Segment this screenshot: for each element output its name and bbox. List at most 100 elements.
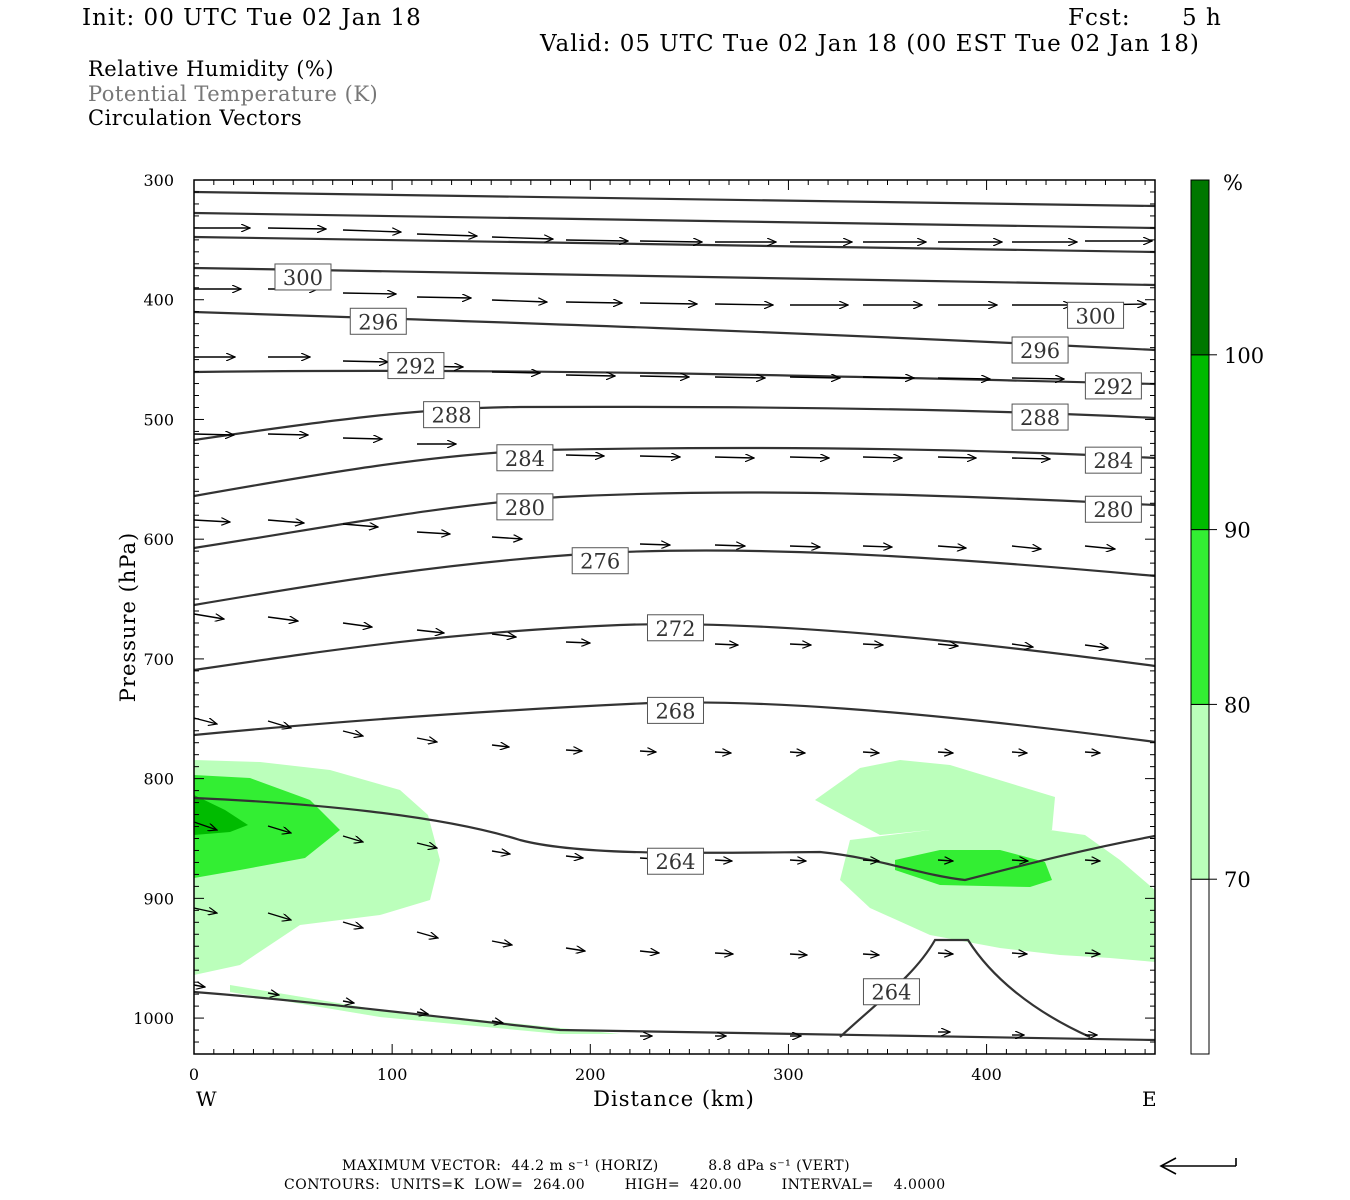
circulation-vector [1011, 458, 1050, 459]
circulation-vector [267, 617, 298, 621]
theta-label: 268 [646, 696, 704, 724]
theta-line [194, 796, 1155, 882]
y-tick-labels: 300 400 500 600 700 800 900 1000 [133, 171, 174, 1028]
theta-label: 264 [862, 978, 920, 1006]
rh-80-region-east [895, 850, 1052, 887]
circulation-vector [565, 240, 628, 241]
forecast-hour-value: 5 h [1182, 5, 1222, 31]
theta-line [194, 990, 1155, 1042]
colorbar-label: 100 [1224, 344, 1264, 368]
colorbar-swatch [1190, 354, 1210, 531]
circulation-vector [193, 613, 224, 619]
colorbar-swatch [1190, 878, 1210, 1055]
circulation-vector [416, 532, 450, 534]
init-time: Init: 00 UTC Tue 02 Jan 18 [82, 5, 422, 31]
circulation-vector [639, 751, 656, 752]
svg-text:272: 272 [655, 617, 695, 641]
circulation-vector [639, 241, 702, 242]
theta-line [194, 235, 1155, 254]
y-axis-title: Pressure (hPa) [116, 532, 140, 702]
theta-label: 288 [1011, 403, 1069, 431]
circulation-vector [1084, 752, 1100, 753]
rh-70-region-east [840, 830, 1155, 962]
svg-text:292: 292 [396, 355, 436, 379]
x-end-label-east: E [1142, 1087, 1157, 1111]
svg-text:276: 276 [580, 550, 620, 574]
circulation-vector [862, 644, 883, 645]
svg-text:300: 300 [283, 266, 323, 290]
circulation-vector [937, 953, 953, 954]
circulation-vector [342, 623, 372, 627]
y-tick-label: 700 [143, 650, 174, 669]
circulation-vector [937, 378, 990, 379]
circulation-vector [565, 375, 615, 376]
circulation-vector [937, 457, 976, 458]
circulation-vector [416, 1012, 428, 1014]
circulation-vector [342, 731, 363, 736]
theta-line [194, 623, 1155, 672]
rh-colorbar: 70 80 90 100 [1190, 179, 1264, 1055]
theta-label: 300 [274, 263, 332, 291]
circulation-vector [639, 951, 659, 953]
circulation-vector [267, 993, 279, 995]
svg-text:288: 288 [432, 404, 472, 428]
theta-label: 284 [1084, 446, 1142, 474]
theta-label: 280 [1084, 495, 1142, 523]
circulation-vector [862, 457, 902, 458]
circulation-vector [862, 546, 892, 547]
circulation-vector [342, 1001, 354, 1003]
circulation-vector [1084, 645, 1108, 648]
circulation-vector [789, 457, 829, 458]
svg-text:296: 296 [1020, 339, 1060, 363]
svg-text:292: 292 [1093, 375, 1133, 399]
circulation-vector [416, 630, 444, 633]
circulation-vector [789, 644, 811, 645]
circulation-vector [714, 953, 733, 954]
circulation-vector [342, 361, 388, 362]
x-axis-title: Distance (km) [593, 1087, 755, 1111]
theta-line [194, 491, 1155, 550]
svg-text:284: 284 [505, 447, 545, 471]
colorbar-swatch [1190, 529, 1210, 705]
circulation-vector [1011, 860, 1028, 861]
forecast-hour-label: Fcst: [1068, 5, 1131, 31]
theta-label: 292 [387, 352, 445, 380]
circulation-vector [416, 843, 437, 848]
svg-text:296: 296 [358, 310, 398, 334]
svg-text:264: 264 [871, 981, 911, 1005]
circulation-vector [937, 752, 953, 753]
circulation-vector [1011, 644, 1033, 647]
y-tick-label: 300 [143, 171, 174, 190]
theta-label: 292 [1084, 372, 1142, 400]
circulation-vector [267, 434, 308, 435]
circulation-vector [342, 524, 378, 527]
y-tick-label: 600 [143, 530, 174, 549]
theta-line [194, 369, 1155, 386]
circulation-vector [862, 752, 879, 753]
colorbar-label: 90 [1224, 519, 1251, 543]
theta-line [194, 405, 1155, 442]
circulation-vector [491, 372, 540, 373]
circulation-vector [193, 985, 205, 987]
circulation-vector [267, 520, 304, 523]
x-tick-label: 400 [971, 1065, 1002, 1084]
circulation-vector [565, 302, 622, 303]
circulation-vector [565, 455, 604, 456]
y-tick-label: 900 [143, 889, 174, 908]
circulation-vector [714, 457, 754, 458]
x-tick-label: 300 [773, 1065, 804, 1084]
colorbar-swatch [1190, 179, 1210, 356]
circulation-vector [491, 300, 547, 302]
circulation-vector [193, 434, 234, 435]
circulation-vector [267, 912, 291, 920]
rh-70-strip-low [230, 985, 620, 1034]
circulation-vector [342, 835, 363, 842]
circulation-vector [342, 230, 401, 232]
circulation-vector [714, 377, 765, 378]
max-vector-note: MAXIMUM VECTOR: 44.2 m s⁻¹ (HORIZ) 8.8 d… [342, 1158, 851, 1174]
theta-line [194, 446, 1155, 498]
circulation-vector [565, 856, 583, 858]
svg-text:288: 288 [1020, 406, 1060, 430]
theta-label: 288 [423, 401, 481, 429]
svg-text:280: 280 [505, 496, 545, 520]
